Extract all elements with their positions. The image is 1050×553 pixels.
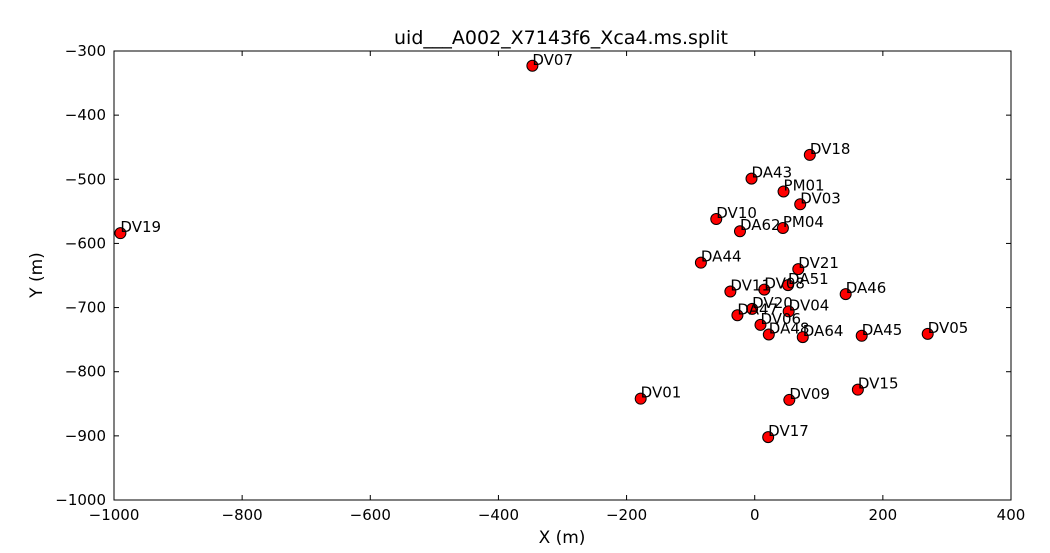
x-tick-label: −400 [478,506,519,524]
data-point-da46 [839,288,852,301]
data-label-da64: DA64 [803,322,844,340]
data-point-da51 [782,279,795,292]
data-label-dv17: DV17 [768,422,809,440]
data-point-pm01 [777,185,790,198]
y-tick-label: −300 [65,42,106,60]
y-tick-label: −800 [65,363,106,381]
data-point-dv03 [794,198,807,211]
data-point-dv20 [746,302,759,315]
data-point-dv05 [921,327,934,340]
data-label-dv11: DV11 [730,277,771,295]
data-label-da44: DA44 [701,248,742,266]
data-label-dv21: DV21 [798,254,839,272]
y-tick-label: −1000 [55,491,106,509]
y-tick-label: −600 [65,234,106,252]
x-tick-label: 200 [869,506,898,524]
x-tick-label: −800 [222,506,263,524]
data-label-dv15: DV15 [858,375,899,393]
data-label-dv20: DV20 [752,294,793,312]
data-point-dv04 [782,305,795,318]
data-point-dv06 [754,318,767,331]
x-tick-label: −200 [606,506,647,524]
data-point-dv10 [710,213,723,226]
data-label-dv07: DV07 [532,51,573,69]
x-tick-label: 400 [997,506,1026,524]
x-tick-label: 0 [750,506,760,524]
data-label-dv04: DV04 [789,296,830,314]
data-label-dv06: DV06 [760,310,801,328]
chart-title: uid___A002_X7143f6_Xca4.ms.split [394,27,728,49]
data-point-dv11 [724,285,737,298]
data-label-dv03: DV03 [800,189,841,207]
data-point-da62 [733,225,746,238]
data-label-da43: DA43 [752,164,793,182]
data-point-pm04 [776,222,789,235]
data-label-da45: DA45 [862,321,903,339]
data-label-dv10: DV10 [716,204,757,222]
data-label-dv09: DV09 [789,385,830,403]
data-label-dv01: DV01 [641,384,682,402]
data-point-da44 [694,256,707,269]
x-tick-label: −1000 [89,506,140,524]
data-label-da62: DA62 [740,216,781,234]
data-label-pm04: PM04 [783,213,824,231]
data-point-dv21 [792,263,805,276]
y-tick-label: −900 [65,427,106,445]
data-label-da51: DA51 [788,270,829,288]
y-axis: −300 −400 −500 −600 −700 −800 −900 −1000 [55,42,1011,509]
data-point-da64 [796,331,809,344]
data-label-dv08: DV08 [764,275,805,293]
data-point-dv15 [851,383,864,396]
y-tick-label: −700 [65,299,106,317]
data-point-da48 [762,328,775,341]
plot-area [113,50,1012,501]
data-point-dv17 [762,431,775,444]
data-point-dv01 [634,392,647,405]
data-label-pm01: PM01 [784,176,825,194]
data-point-dv18 [803,148,816,161]
data-point-dv08 [758,283,771,296]
y-axis-label: Y (m) [27,252,47,299]
data-point-da45 [855,329,868,342]
data-label-da46: DA46 [846,279,887,297]
data-label-dv19: DV19 [120,218,161,236]
data-point-dv09 [783,393,796,406]
x-axis: −1000 −800 −600 −400 −200 0 200 400 [89,51,1026,524]
y-tick-label: −400 [65,106,106,124]
data-point-dv19 [114,227,127,240]
data-label-dv18: DV18 [810,140,851,158]
x-axis-label: X (m) [539,528,586,548]
data-point-da43 [745,172,758,185]
y-tick-label: −500 [65,170,106,188]
x-tick-label: −600 [350,506,391,524]
data-point-dv07 [526,59,539,72]
data-point-da47 [731,309,744,322]
data-label-dv05: DV05 [928,319,969,337]
data-label-da47: DA47 [737,300,778,318]
